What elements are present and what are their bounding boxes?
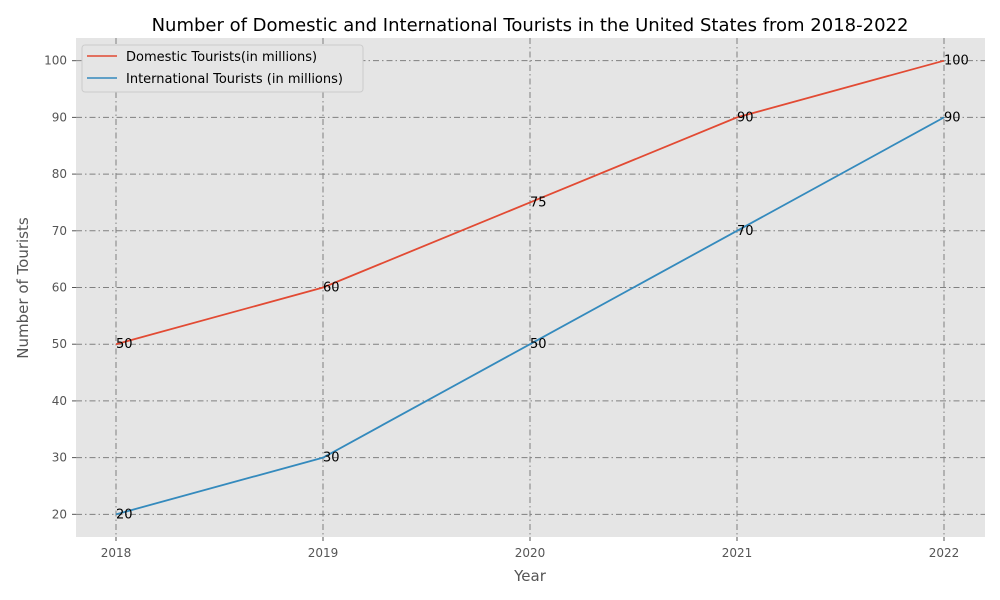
x-tick-label-2022: 2022 — [929, 546, 960, 560]
series-line-domestic — [115, 59, 945, 346]
x-tick-label-2018: 2018 — [101, 546, 132, 560]
data-label-domestic-2021: 90 — [737, 110, 754, 125]
y-tick-label-50: 50 — [52, 337, 67, 351]
x-tick-label-2020: 2020 — [515, 546, 546, 560]
y-tick-label-70: 70 — [52, 224, 67, 238]
data-label-domestic-2018: 50 — [116, 337, 133, 352]
data-label-domestic-2019: 60 — [323, 281, 340, 296]
data-label-international-2021: 70 — [737, 224, 754, 239]
data-label-international-2022: 90 — [944, 110, 961, 125]
legend: Domestic Tourists(in millions) Internati… — [81, 44, 364, 93]
y-axis-label: Number of Tourists — [14, 217, 32, 359]
x-tick-label-2019: 2019 — [308, 546, 339, 560]
legend-label-domestic: Domestic Tourists(in millions) — [126, 50, 317, 65]
data-label-international-2020: 50 — [530, 337, 547, 352]
data-label-domestic-2020: 75 — [530, 195, 547, 210]
chart-title: Number of Domestic and International Tou… — [152, 15, 909, 36]
legend-box — [81, 44, 364, 93]
x-tick-label-2021: 2021 — [722, 546, 753, 560]
y-tick-label-80: 80 — [52, 167, 67, 181]
data-labels: 50 60 75 90 100 20 30 50 70 90 — [116, 54, 969, 523]
data-label-international-2019: 30 — [323, 451, 340, 466]
y-tick-label-20: 20 — [52, 507, 67, 521]
series-line-international — [115, 116, 945, 516]
x-axis-label: Year — [513, 567, 547, 585]
axis-ticks: 20 30 40 50 60 70 80 90 100 2018 2019 2020 2021 2022 — [44, 54, 959, 560]
y-tick-label-90: 90 — [52, 110, 67, 124]
y-tick-label-40: 40 — [52, 394, 67, 408]
data-label-international-2018: 20 — [116, 507, 133, 522]
legend-label-international: International Tourists (in millions) — [126, 72, 343, 87]
data-label-domestic-2022: 100 — [944, 54, 969, 69]
y-tick-label-60: 60 — [52, 281, 67, 295]
y-tick-label-100: 100 — [44, 54, 67, 68]
y-tick-label-30: 30 — [52, 451, 67, 465]
series-lines — [115, 59, 945, 516]
